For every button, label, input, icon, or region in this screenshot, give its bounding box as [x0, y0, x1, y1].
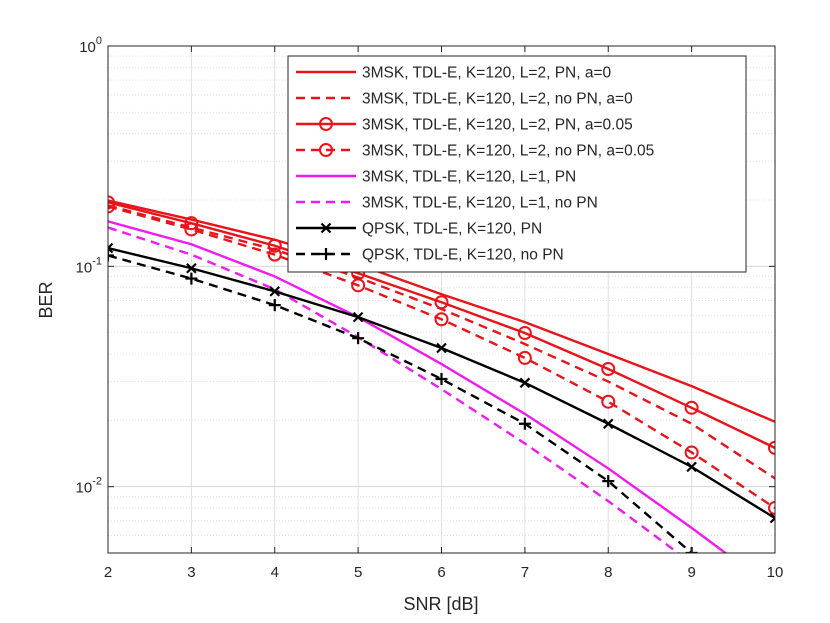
x-tick-label: 10 [767, 564, 784, 581]
x-tick-label: 8 [604, 564, 612, 581]
series-line [108, 220, 728, 553]
ticks: 2 3 4 5 6 7 8 9 10 10-2 10-1 100 [76, 35, 784, 581]
marker [769, 512, 775, 524]
marker [267, 238, 282, 253]
marker [108, 242, 114, 254]
x-axis-label: SNR [dB] [403, 594, 478, 614]
marker [185, 272, 198, 285]
marker [601, 362, 616, 377]
legend-label: 3MSK, TDL-E, K=120, L=2, no PN, a=0 [362, 91, 633, 108]
legend-label: 3MSK, TDL-E, K=120, L=2, PN, a=0.05 [362, 117, 633, 134]
legend-label: 3MSK, TDL-E, K=120, L=1, no PN [362, 195, 598, 212]
y-tick-label: 10-2 [76, 476, 102, 497]
marker [601, 394, 616, 409]
marker [434, 295, 449, 310]
legend-label: 3MSK, TDL-E, K=120, L=1, PN [362, 169, 576, 186]
marker [108, 199, 115, 214]
marker [517, 350, 532, 365]
marker [684, 445, 699, 460]
series-line [108, 205, 775, 510]
marker [184, 216, 199, 231]
marker [184, 222, 199, 237]
marker [186, 262, 197, 274]
marker [768, 440, 775, 455]
legend-label: 3MSK, TDL-E, K=120, L=2, PN, a=0 [362, 65, 612, 82]
marker [517, 326, 532, 341]
marker [108, 195, 115, 210]
marker [320, 222, 332, 234]
x-tick-label: 9 [687, 564, 695, 581]
marker [269, 286, 281, 297]
y-tick-label: 100 [79, 35, 102, 56]
x-tick-label: 3 [187, 564, 195, 581]
x-tick-label: 4 [271, 564, 279, 581]
marker [352, 332, 365, 345]
legend-label: QPSK, TDL-E, K=120, PN [362, 221, 542, 238]
marker [267, 247, 282, 262]
y-axis-label: BER [36, 281, 56, 318]
marker [602, 475, 615, 488]
marker [108, 249, 114, 262]
series-line [108, 201, 775, 449]
marker [319, 117, 333, 131]
legend-box [287, 55, 747, 273]
x-tick-label: 2 [104, 564, 112, 581]
marker [602, 418, 614, 430]
series-line [108, 199, 775, 423]
legend-label: 3MSK, TDL-E, K=120, L=2, no PN, a=0.05 [362, 143, 654, 160]
marker [268, 299, 281, 312]
marker [436, 342, 447, 354]
marker [768, 501, 775, 516]
marker [519, 377, 531, 389]
marker [684, 400, 699, 415]
marker [352, 311, 364, 323]
marker [319, 143, 333, 157]
y-tick-label: 10-1 [76, 255, 102, 276]
x-tick-label: 5 [354, 564, 362, 581]
legend-label: QPSK, TDL-E, K=120, no PN [362, 247, 564, 264]
marker [320, 248, 332, 260]
marker [434, 312, 449, 327]
x-tick-label: 7 [521, 564, 529, 581]
legend: 3MSK, TDL-E, K=120, L=2, PN, a=0 3MSK, TD… [287, 55, 747, 273]
marker [351, 278, 366, 293]
x-tick-label: 6 [437, 564, 445, 581]
marker [435, 373, 448, 386]
marker [686, 461, 697, 473]
series-layer [108, 195, 775, 553]
marker [518, 417, 531, 430]
